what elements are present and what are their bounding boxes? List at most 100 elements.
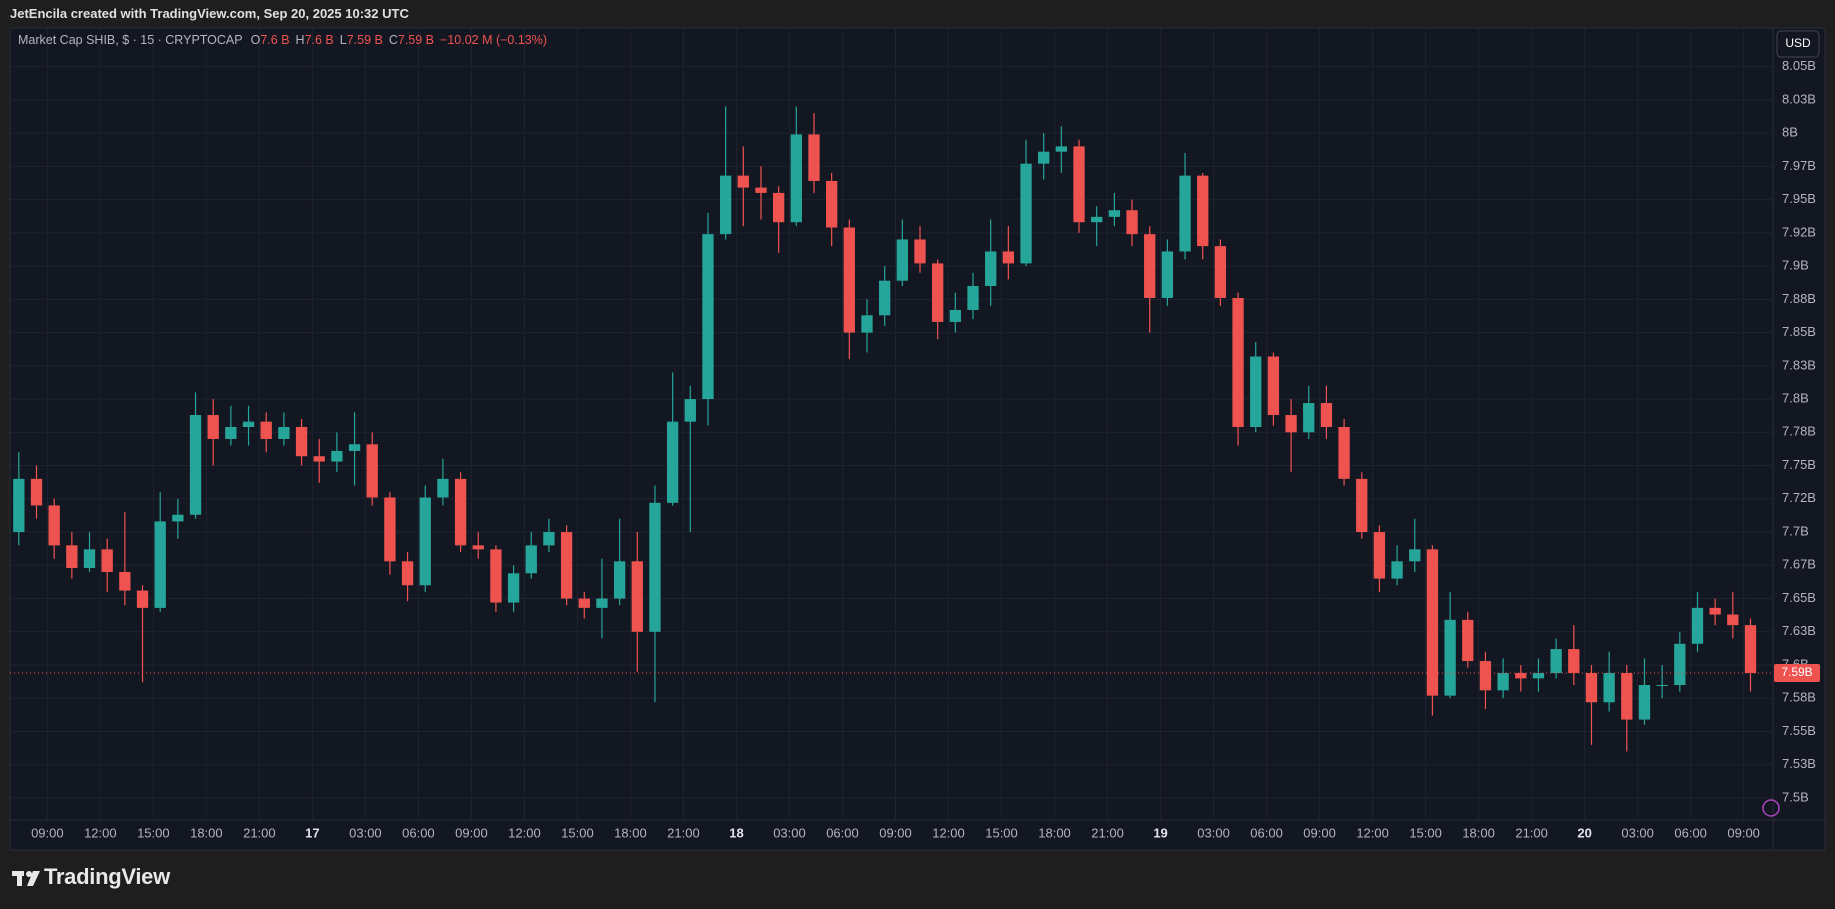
candle-body: [1585, 673, 1598, 703]
x-tick-label: 15:00: [137, 825, 170, 840]
candle-body: [454, 478, 467, 546]
candle-body: [1267, 356, 1280, 416]
credit: JetEncila created with TradingView.com, …: [10, 6, 409, 21]
candle-body: [30, 478, 43, 506]
candle-body: [83, 549, 96, 568]
candle-body: [666, 421, 679, 503]
candle-body: [1002, 251, 1015, 264]
y-tick-label: 7.63B: [1782, 623, 1816, 638]
x-tick-label: 09:00: [1303, 825, 1336, 840]
price-tag: [1774, 664, 1820, 683]
x-tick-label: 06:00: [1250, 825, 1283, 840]
candle-body: [719, 175, 732, 235]
brand-logo: [12, 871, 40, 886]
y-tick-label: 7.9B: [1782, 258, 1809, 273]
candle-body: [525, 545, 537, 574]
candle-body: [66, 545, 78, 568]
candle-body: [1515, 673, 1527, 679]
x-tick-label: 03:00: [773, 825, 806, 840]
candle-body: [1303, 403, 1315, 433]
candle-body: [1409, 549, 1421, 562]
x-tick-label: 06:00: [1674, 825, 1707, 840]
candle-body: [631, 561, 643, 632]
candle-body: [1338, 426, 1350, 479]
candle-body: [278, 426, 290, 439]
candle-body: [1532, 673, 1545, 679]
grid: [10, 28, 1773, 820]
x-tick-label: 03:00: [1621, 825, 1654, 840]
candle-body: [1674, 643, 1686, 686]
candle-body: [649, 502, 661, 632]
x-tick-label: 18:00: [614, 825, 647, 840]
candle-body: [1161, 251, 1174, 298]
candle-body: [1073, 146, 1085, 223]
y-tick-label: 7.88B: [1782, 291, 1816, 306]
candle-body: [1091, 216, 1103, 223]
candle-body: [1727, 614, 1739, 626]
candle-body: [1250, 356, 1262, 427]
candle-body: [136, 590, 149, 608]
candle-body: [401, 561, 414, 586]
candle-body: [472, 545, 484, 550]
candle-body: [808, 134, 820, 181]
candle-body: [967, 286, 979, 310]
candle-body: [1197, 175, 1209, 247]
x-tick-label: 18:00: [1462, 825, 1495, 840]
alert-icon[interactable]: [1762, 799, 1780, 817]
candle-body: [755, 187, 767, 193]
candle-body: [348, 444, 361, 451]
candle-body: [613, 561, 626, 599]
candle-body: [119, 571, 131, 591]
x-tick-label: 18:00: [190, 825, 223, 840]
candle-body: [879, 280, 891, 316]
axes: 8.05B 8.03B 8B 7.97B 7.95B 7.92B 7.9B 7.88B 7.85…: [10, 58, 1820, 840]
candle-body: [1568, 649, 1580, 674]
candle-body: [384, 497, 396, 562]
candles: [13, 106, 1757, 752]
candle-body: [1232, 297, 1244, 427]
candle-body: [331, 450, 343, 462]
x-tick-label: 18:00: [1038, 825, 1071, 840]
candle-body: [1691, 607, 1704, 644]
candle-body: [13, 478, 25, 533]
currency-button[interactable]: [1776, 30, 1820, 58]
candle-body: [242, 421, 255, 427]
candle-body: [1638, 685, 1651, 720]
candle-body: [1391, 561, 1403, 579]
legend-value: 7.6 B: [304, 33, 334, 47]
candle-body: [1214, 246, 1227, 298]
candle-body: [1038, 151, 1050, 164]
candle-body: [172, 514, 184, 522]
x-tick-label: 15:00: [985, 825, 1018, 840]
y-tick-label: 7.8B: [1782, 391, 1809, 406]
candle-body: [313, 456, 325, 462]
candle-body: [295, 426, 308, 457]
y-tick-label: 7.75B: [1782, 457, 1816, 472]
brand: TradingView: [44, 864, 170, 889]
candle-body: [684, 399, 696, 422]
chart-panel: [9, 27, 1826, 851]
x-tick-label: 12:00: [84, 825, 117, 840]
legend: Market Cap SHIB, $ · 15 · CRYPTOCAP O 7.6…: [18, 33, 553, 47]
candle-body: [861, 315, 873, 333]
y-tick-label: 7.67B: [1782, 557, 1816, 572]
x-tick-label: 09:00: [31, 825, 64, 840]
candle-body: [437, 478, 449, 498]
legend-key: C: [388, 33, 398, 47]
y-tick-label: 7.5B: [1782, 789, 1809, 804]
y-tick-label: 7.92B: [1782, 224, 1816, 239]
candle-body: [949, 309, 961, 322]
legend-key: O: [250, 33, 261, 47]
candle-body: [1373, 532, 1386, 579]
candle-body: [985, 251, 997, 287]
x-tick-label: 12:00: [1356, 825, 1389, 840]
candle-body: [1356, 478, 1368, 533]
x-tick-label: 15:00: [561, 825, 594, 840]
x-tick-label: 18: [729, 825, 743, 840]
y-tick-label: 7.83B: [1782, 357, 1816, 372]
currency-label: USD: [1785, 36, 1811, 50]
candle-body: [1144, 234, 1156, 298]
candle-body: [790, 134, 802, 223]
